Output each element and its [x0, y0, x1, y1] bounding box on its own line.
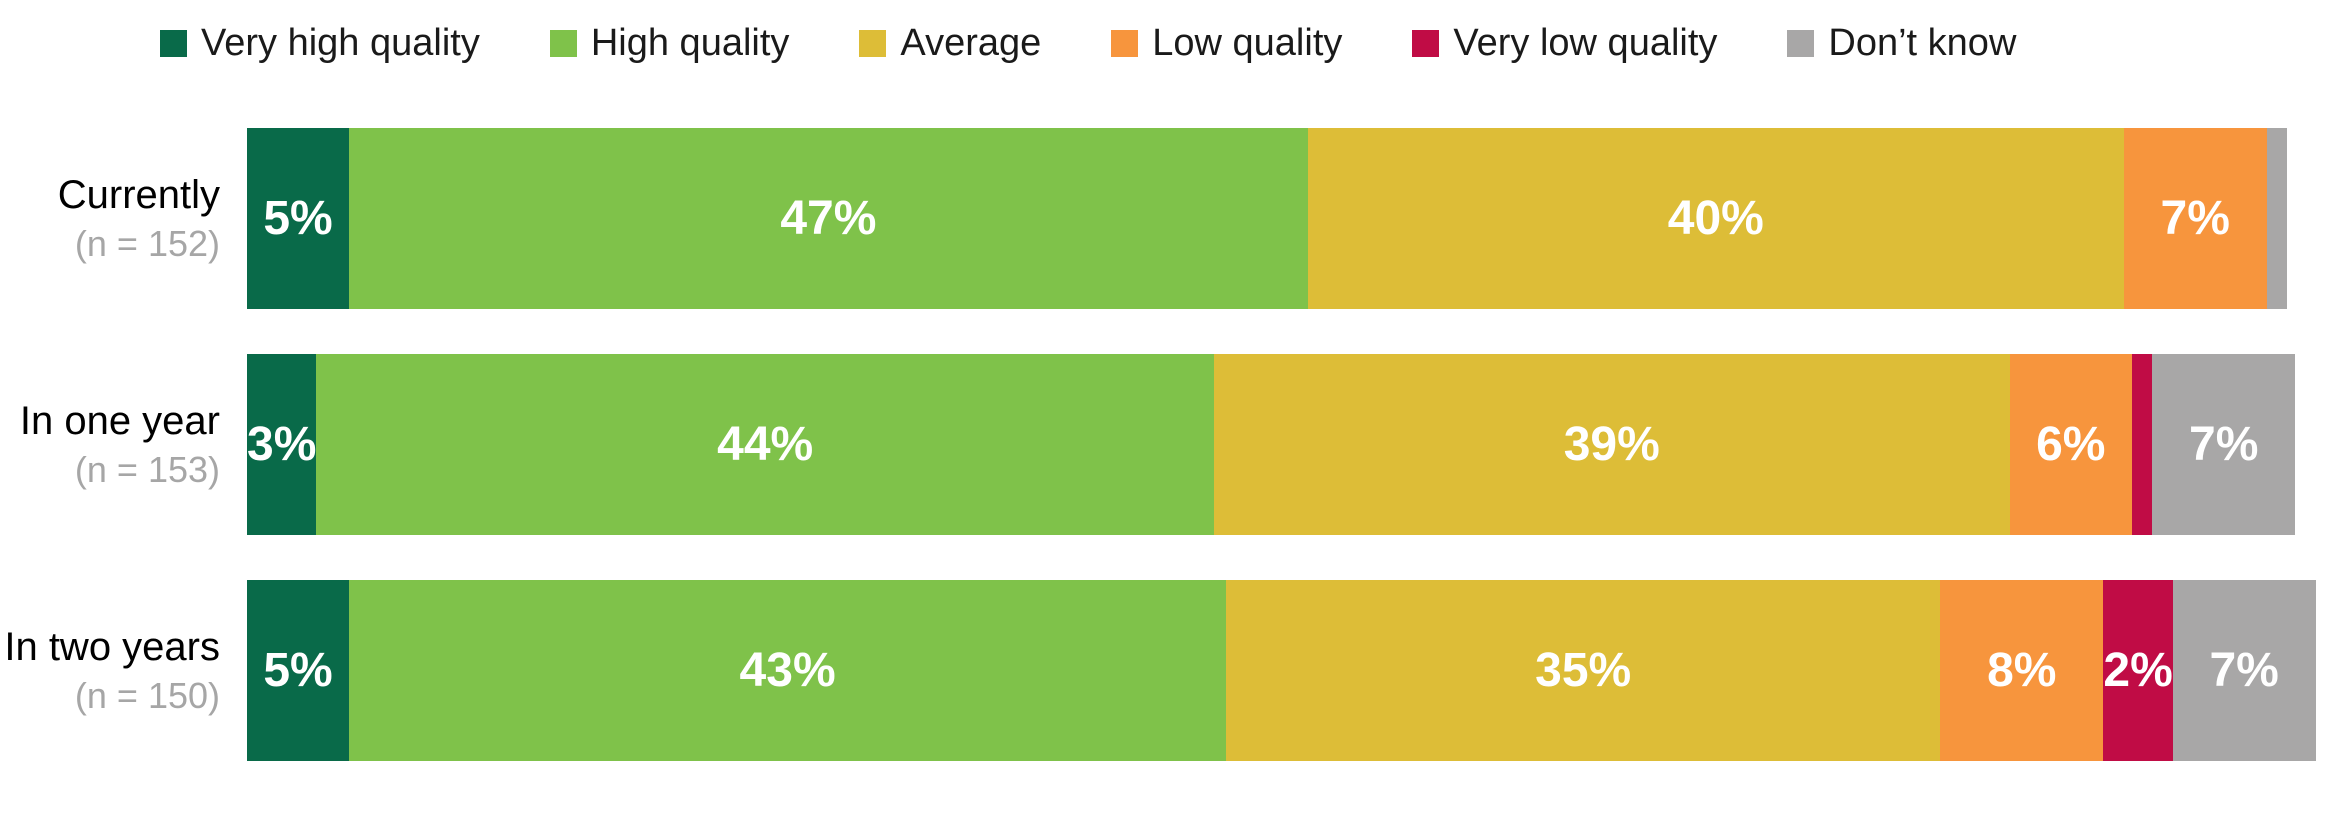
bar-segment-don-t-know: 7% — [2172, 580, 2316, 761]
segment-value-label: 44% — [717, 417, 814, 471]
bar-segment-low-quality: 8% — [1940, 580, 2104, 761]
segment-value-label: 2% — [2103, 643, 2173, 697]
row-label: In one year — [19, 399, 220, 444]
legend-swatch-icon — [1111, 29, 1139, 57]
segment-value-label: 47% — [780, 191, 877, 245]
legend-label: Don’t know — [1828, 22, 2017, 64]
bar-segment-average: 39% — [1213, 354, 2010, 535]
bar-segment-don-t-know — [2266, 128, 2287, 309]
legend-item-low-quality: Low quality — [1111, 24, 1342, 62]
segment-value-label: 43% — [739, 643, 836, 697]
bar-row-currently: Currently (n = 152) 5% 47% 40% 7% — [0, 128, 2287, 309]
legend: Very high quality High quality Average Low … — [160, 18, 2016, 68]
bar-segment-high-quality: 44% — [316, 354, 1214, 535]
legend-label: High quality — [590, 22, 790, 64]
segment-value-label: 3% — [247, 417, 317, 471]
bar-segment-low-quality: 6% — [2009, 354, 2132, 535]
legend-swatch-icon — [160, 29, 187, 57]
bar-segment-very-high-quality: 5% — [247, 128, 349, 309]
segment-value-label: 8% — [1987, 643, 2057, 697]
row-label-group: In one year (n = 153) — [0, 354, 247, 535]
bar-segment-average: 35% — [1226, 580, 1941, 761]
legend-item-very-high-quality: Very high quality — [160, 24, 480, 62]
legend-label: Very high quality — [201, 22, 480, 64]
row-sample-size: (n = 153) — [74, 449, 220, 491]
bar-segment-high-quality: 47% — [349, 128, 1308, 309]
legend-swatch-icon — [1412, 29, 1440, 57]
bar-segment-high-quality: 43% — [349, 580, 1227, 761]
segment-value-label: 7% — [2189, 417, 2259, 471]
bar-segment-average: 40% — [1307, 128, 2124, 309]
stacked-bar: 5% 43% 35% 8% 2% 7% — [247, 580, 2316, 761]
segment-value-label: 6% — [2036, 417, 2106, 471]
legend-item-average: Average — [859, 24, 1041, 62]
bar-segment-very-low-quality — [2131, 354, 2153, 535]
bar-row-in-two-years: In two years (n = 150) 5% 43% 35% 8% 2% 7% — [0, 580, 2316, 761]
stacked-bar: 5% 47% 40% 7% — [247, 128, 2287, 309]
segment-value-label: 40% — [1667, 191, 1764, 245]
segment-value-label: 7% — [2209, 643, 2279, 697]
segment-value-label: 39% — [1563, 417, 1660, 471]
legend-label: Average — [900, 22, 1042, 64]
legend-swatch-icon — [859, 29, 887, 57]
bar-segment-very-low-quality: 2% — [2103, 580, 2173, 761]
stacked-bar: 3% 44% 39% 6% 7% — [247, 354, 2296, 535]
bar-segment-don-t-know: 7% — [2152, 354, 2296, 535]
row-label-group: Currently (n = 152) — [0, 128, 247, 309]
bar-segment-low-quality: 7% — [2123, 128, 2267, 309]
bar-segment-very-high-quality: 5% — [247, 580, 349, 761]
row-label: Currently — [57, 173, 220, 218]
legend-label: Very low quality — [1453, 22, 1718, 64]
segment-value-label: 7% — [2160, 191, 2230, 245]
row-label: In two years — [4, 625, 220, 670]
legend-item-high-quality: High quality — [549, 22, 790, 64]
legend-item-very-low-quality: Very low quality — [1412, 24, 1717, 62]
segment-value-label: 5% — [263, 643, 333, 697]
segment-value-label: 5% — [263, 191, 333, 245]
segment-value-label: 35% — [1535, 643, 1632, 697]
bar-row-in-one-year: In one year (n = 153) 3% 44% 39% 6% 7% — [0, 354, 2296, 535]
row-label-group: In two years (n = 150) — [0, 580, 247, 761]
row-sample-size: (n = 150) — [74, 675, 220, 717]
bar-segment-very-high-quality: 3% — [247, 354, 317, 535]
legend-label: Low quality — [1152, 22, 1343, 64]
legend-item-don-t-know: Don’t know — [1787, 24, 2016, 62]
row-sample-size: (n = 152) — [74, 223, 220, 265]
legend-swatch-icon — [549, 29, 577, 57]
legend-swatch-icon — [1787, 29, 1815, 57]
chart: Currently (n = 152) 5% 47% 40% 7% In one year (… — [0, 128, 2316, 806]
